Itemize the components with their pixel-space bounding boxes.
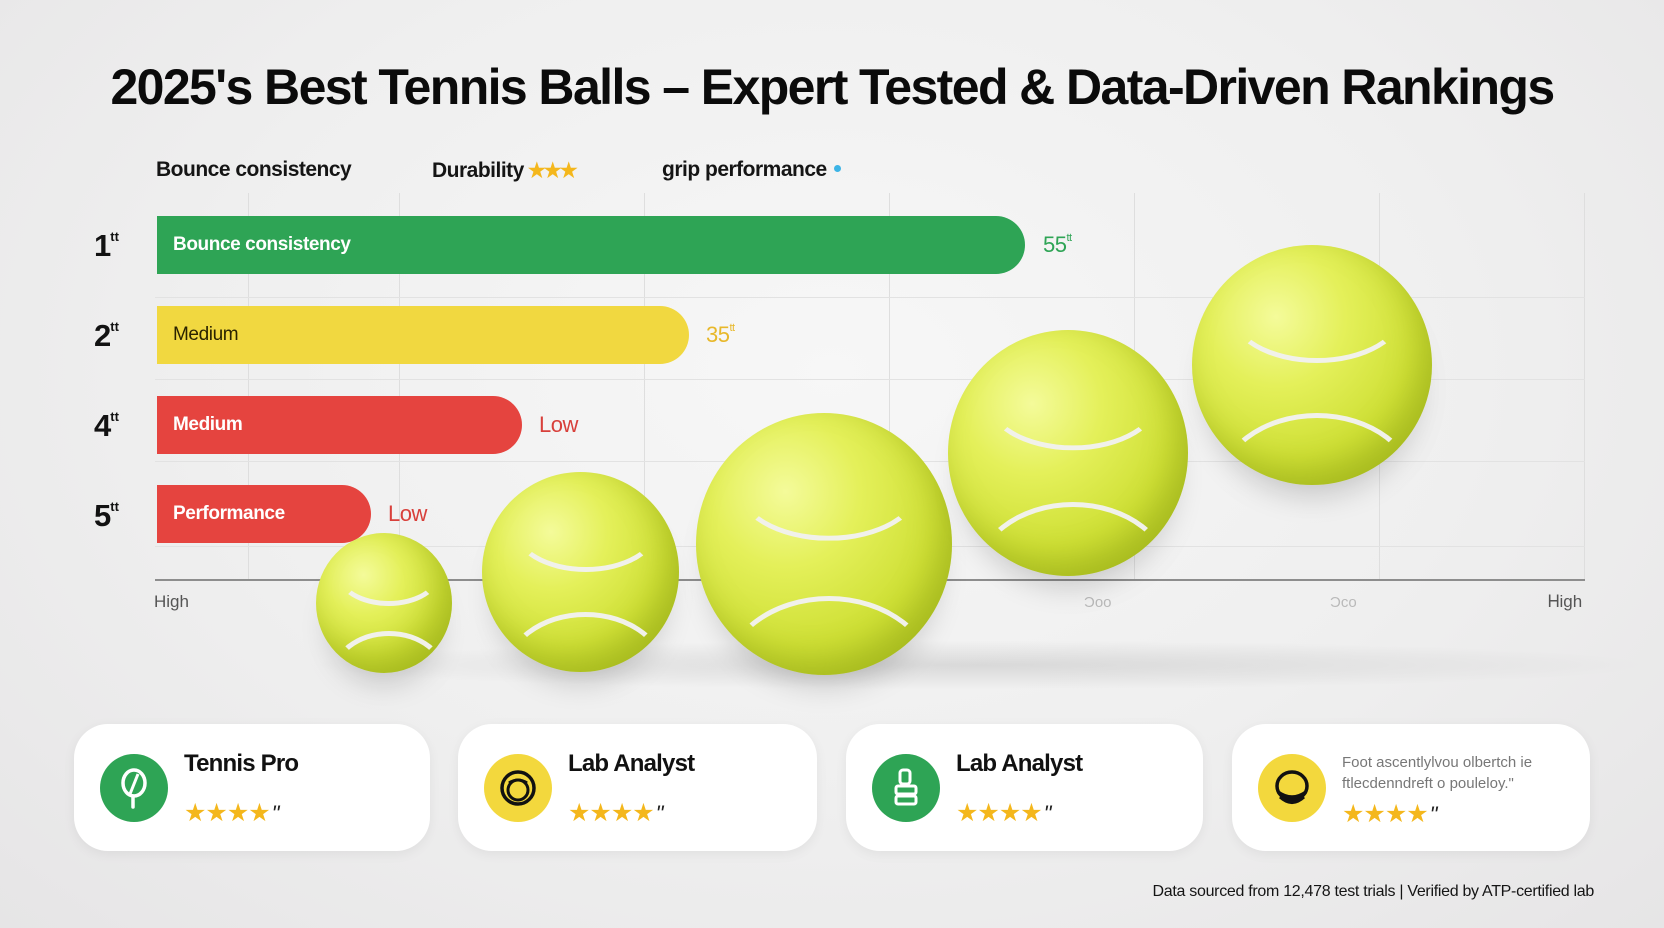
- star-icon: ★★★★: [568, 799, 655, 827]
- ball-face-icon: [484, 754, 552, 822]
- grid-line: [889, 193, 890, 581]
- grid-line: [399, 193, 400, 581]
- bar-label: Medium: [173, 324, 239, 345]
- star-rating: ★★★★": [956, 799, 1051, 827]
- bar-rank-2: Medium: [157, 306, 689, 364]
- lab-flask-icon: [872, 754, 940, 822]
- review-card: Lab Analyst ★★★★": [846, 724, 1203, 851]
- racket-icon: [100, 754, 168, 822]
- bar-rank-5: Performance: [157, 485, 371, 543]
- rank-label: 1tt: [94, 228, 119, 263]
- grid-line: [155, 379, 1585, 380]
- star-icon: ★★★★: [956, 799, 1043, 827]
- legend-item-bounce: Bounce consistency: [156, 158, 352, 182]
- tennis-ball-icon: [482, 472, 679, 672]
- tennis-ball-icon: [696, 413, 952, 675]
- x-axis-label: High: [154, 592, 189, 611]
- bar-label: Medium: [173, 414, 243, 435]
- star-rating: ★★★★": [1342, 800, 1437, 828]
- rank-label: 2tt: [94, 318, 119, 353]
- grid-line: [155, 297, 1585, 298]
- rank-label: 4tt: [94, 408, 119, 443]
- star-icon: ★★★: [527, 160, 578, 182]
- grid-line: [644, 193, 645, 581]
- legend-label: Durability: [432, 159, 524, 182]
- bar-value: Low: [539, 412, 578, 437]
- dot-marker-icon: [833, 164, 841, 172]
- legend-label: grip performance: [662, 158, 827, 181]
- review-card: Lab Analyst ★★★★": [458, 724, 817, 851]
- bar-value: 35tt: [706, 321, 735, 347]
- bar-label: Bounce consistency: [173, 234, 351, 255]
- grid-line: [248, 193, 249, 581]
- tennis-ball-icon: [316, 533, 452, 673]
- data-source-footnote: Data sourced from 12,478 test trials | V…: [1152, 883, 1595, 900]
- grid-line: [1584, 193, 1585, 581]
- tennis-ball-icon: [1192, 245, 1432, 485]
- bar-rank-4: Medium: [157, 396, 522, 454]
- x-axis-label: Ꮋigh: [1548, 592, 1583, 611]
- legend-label: Bounce consistency: [156, 158, 352, 181]
- x-axis-label: Ɔoo: [1084, 594, 1112, 611]
- tennis-ball-icon: [948, 330, 1188, 576]
- bar-label: Performance: [173, 503, 285, 524]
- star-rating: ★★★★": [568, 799, 663, 827]
- reviewer-name: Lab Analyst: [568, 750, 695, 777]
- page-title: 2025's Best Tennis Balls – Expert Tested…: [110, 59, 1555, 115]
- reviewer-name: Tennis Pro: [184, 750, 299, 777]
- bar-rank-1: Bounce consistency: [157, 216, 1025, 274]
- star-icon: ★★★★: [184, 799, 271, 827]
- reviewer-name: Lab Analyst: [956, 750, 1083, 777]
- star-icon: ★★★★: [1342, 800, 1429, 828]
- review-card: Tennis Pro ★★★★": [74, 724, 430, 851]
- review-quote: Foot ascentlylvou olbertch ie ftlecdennd…: [1342, 754, 1533, 792]
- review-card: Foot ascentlylvou olbertch ie ftlecdennd…: [1232, 724, 1590, 851]
- x-axis-label: Ɔco: [1330, 594, 1357, 611]
- tennis-ball-icon: [1258, 754, 1326, 822]
- star-rating: ★★★★": [184, 799, 279, 827]
- bar-value: Low: [388, 501, 427, 526]
- bar-value: 55tt: [1043, 231, 1072, 257]
- rank-label: 5tt: [94, 498, 119, 533]
- legend-item-durability: Durability ★★★: [432, 158, 578, 183]
- legend-item-grip: grip performance: [662, 158, 841, 182]
